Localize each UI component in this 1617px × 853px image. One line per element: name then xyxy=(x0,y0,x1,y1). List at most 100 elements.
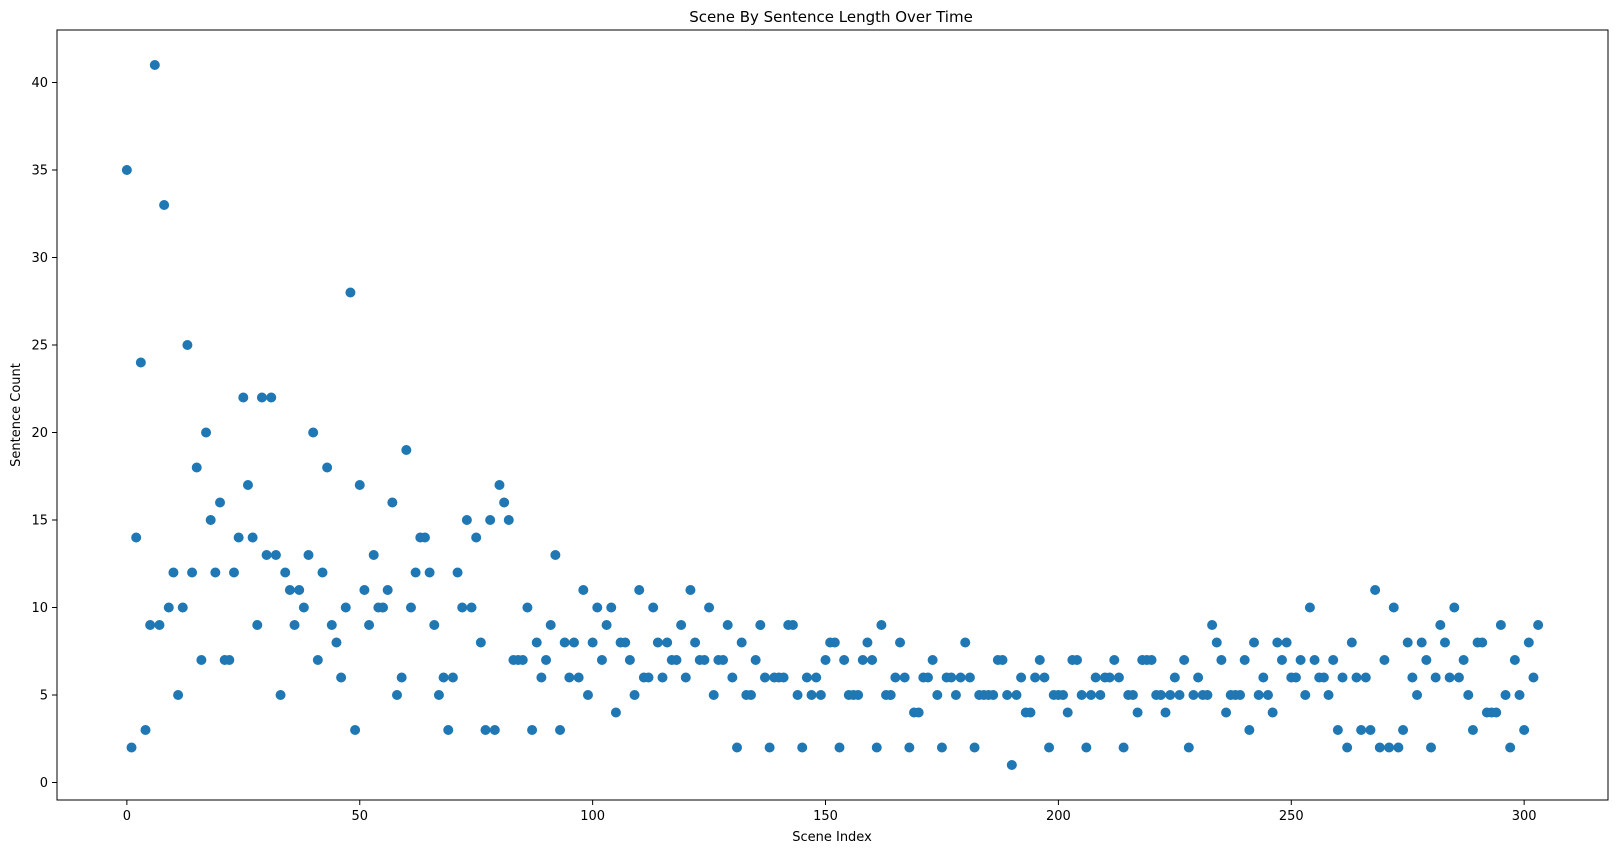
data-point xyxy=(890,672,901,683)
data-point xyxy=(1379,655,1390,665)
data-point xyxy=(1146,655,1157,665)
data-point xyxy=(1249,637,1260,648)
data-point xyxy=(1453,672,1464,683)
data-point xyxy=(401,445,412,455)
data-point xyxy=(550,550,561,560)
data-point xyxy=(676,620,687,630)
data-point xyxy=(326,620,337,630)
data-point xyxy=(969,742,980,753)
data-point xyxy=(722,620,733,630)
data-point xyxy=(378,602,389,613)
data-point xyxy=(1272,637,1283,648)
data-point xyxy=(480,725,491,735)
data-point xyxy=(317,567,328,578)
data-point xyxy=(932,690,943,700)
data-point xyxy=(573,672,584,683)
data-point xyxy=(927,655,938,665)
data-point xyxy=(1295,655,1306,665)
data-point xyxy=(238,392,249,403)
data-point xyxy=(1179,655,1190,665)
data-point xyxy=(797,742,808,753)
data-point xyxy=(443,725,454,735)
data-point xyxy=(569,637,579,648)
data-point xyxy=(289,620,300,630)
data-point xyxy=(1276,655,1287,665)
data-point xyxy=(1169,672,1180,683)
data-point xyxy=(871,742,882,753)
data-point xyxy=(1002,690,1013,700)
data-point xyxy=(364,620,375,630)
data-point xyxy=(1221,707,1232,718)
data-point xyxy=(350,725,361,735)
data-point xyxy=(1398,725,1409,735)
x-tick-label: 150 xyxy=(813,809,838,824)
data-point xyxy=(955,672,966,683)
x-tick-label: 50 xyxy=(351,809,368,824)
data-point xyxy=(564,672,575,683)
data-point xyxy=(345,287,356,298)
data-point xyxy=(131,532,142,543)
y-tick-label: 15 xyxy=(31,514,48,529)
data-point xyxy=(610,707,621,718)
data-point xyxy=(359,585,370,595)
data-point xyxy=(224,655,235,665)
data-point xyxy=(1113,672,1124,683)
data-point xyxy=(1458,655,1469,665)
data-point xyxy=(1393,742,1404,753)
data-point xyxy=(671,655,682,665)
data-point xyxy=(718,655,729,665)
data-point xyxy=(1467,725,1478,735)
data-point xyxy=(1155,690,1166,700)
data-point xyxy=(1309,655,1320,665)
data-point xyxy=(1407,672,1418,683)
data-point xyxy=(382,585,393,595)
data-point xyxy=(145,620,156,630)
data-point xyxy=(1323,690,1334,700)
data-point xyxy=(1086,690,1096,700)
data-point xyxy=(750,655,761,665)
data-point xyxy=(424,567,435,578)
data-point xyxy=(648,602,659,613)
data-point xyxy=(489,725,500,735)
data-point xyxy=(1388,602,1399,613)
data-point xyxy=(168,567,179,578)
data-point xyxy=(727,672,738,683)
data-point xyxy=(1304,602,1315,613)
data-point xyxy=(1412,690,1423,700)
data-point xyxy=(950,690,961,700)
data-point xyxy=(1044,742,1055,753)
data-point xyxy=(177,602,188,613)
data-point xyxy=(1081,742,1092,753)
data-point xyxy=(657,672,668,683)
y-axis-ticks: 0 5 10 15 20 25 30 35 40 xyxy=(31,76,57,791)
data-point xyxy=(643,672,654,683)
data-point xyxy=(1258,672,1269,683)
data-point xyxy=(1351,672,1362,683)
data-point xyxy=(1328,655,1339,665)
data-point xyxy=(596,655,607,665)
data-point xyxy=(778,672,789,683)
data-point xyxy=(922,672,933,683)
data-point xyxy=(154,620,165,630)
data-point xyxy=(708,690,719,700)
data-point xyxy=(1039,672,1050,683)
data-point xyxy=(820,655,831,665)
x-axis-label: Scene Index xyxy=(792,830,872,845)
data-point xyxy=(1533,620,1544,630)
data-point xyxy=(792,690,803,700)
data-point xyxy=(997,655,1008,665)
data-point xyxy=(275,690,286,700)
data-point xyxy=(1235,690,1246,700)
data-point xyxy=(173,690,184,700)
data-point xyxy=(876,620,887,630)
data-point xyxy=(704,602,715,613)
data-point xyxy=(634,585,645,595)
data-point xyxy=(1523,637,1534,648)
y-axis-label: Sentence Count xyxy=(9,363,24,467)
data-point xyxy=(1528,672,1539,683)
data-point xyxy=(1216,655,1227,665)
data-point xyxy=(1030,672,1041,683)
data-point xyxy=(1160,707,1171,718)
data-point xyxy=(764,742,775,753)
